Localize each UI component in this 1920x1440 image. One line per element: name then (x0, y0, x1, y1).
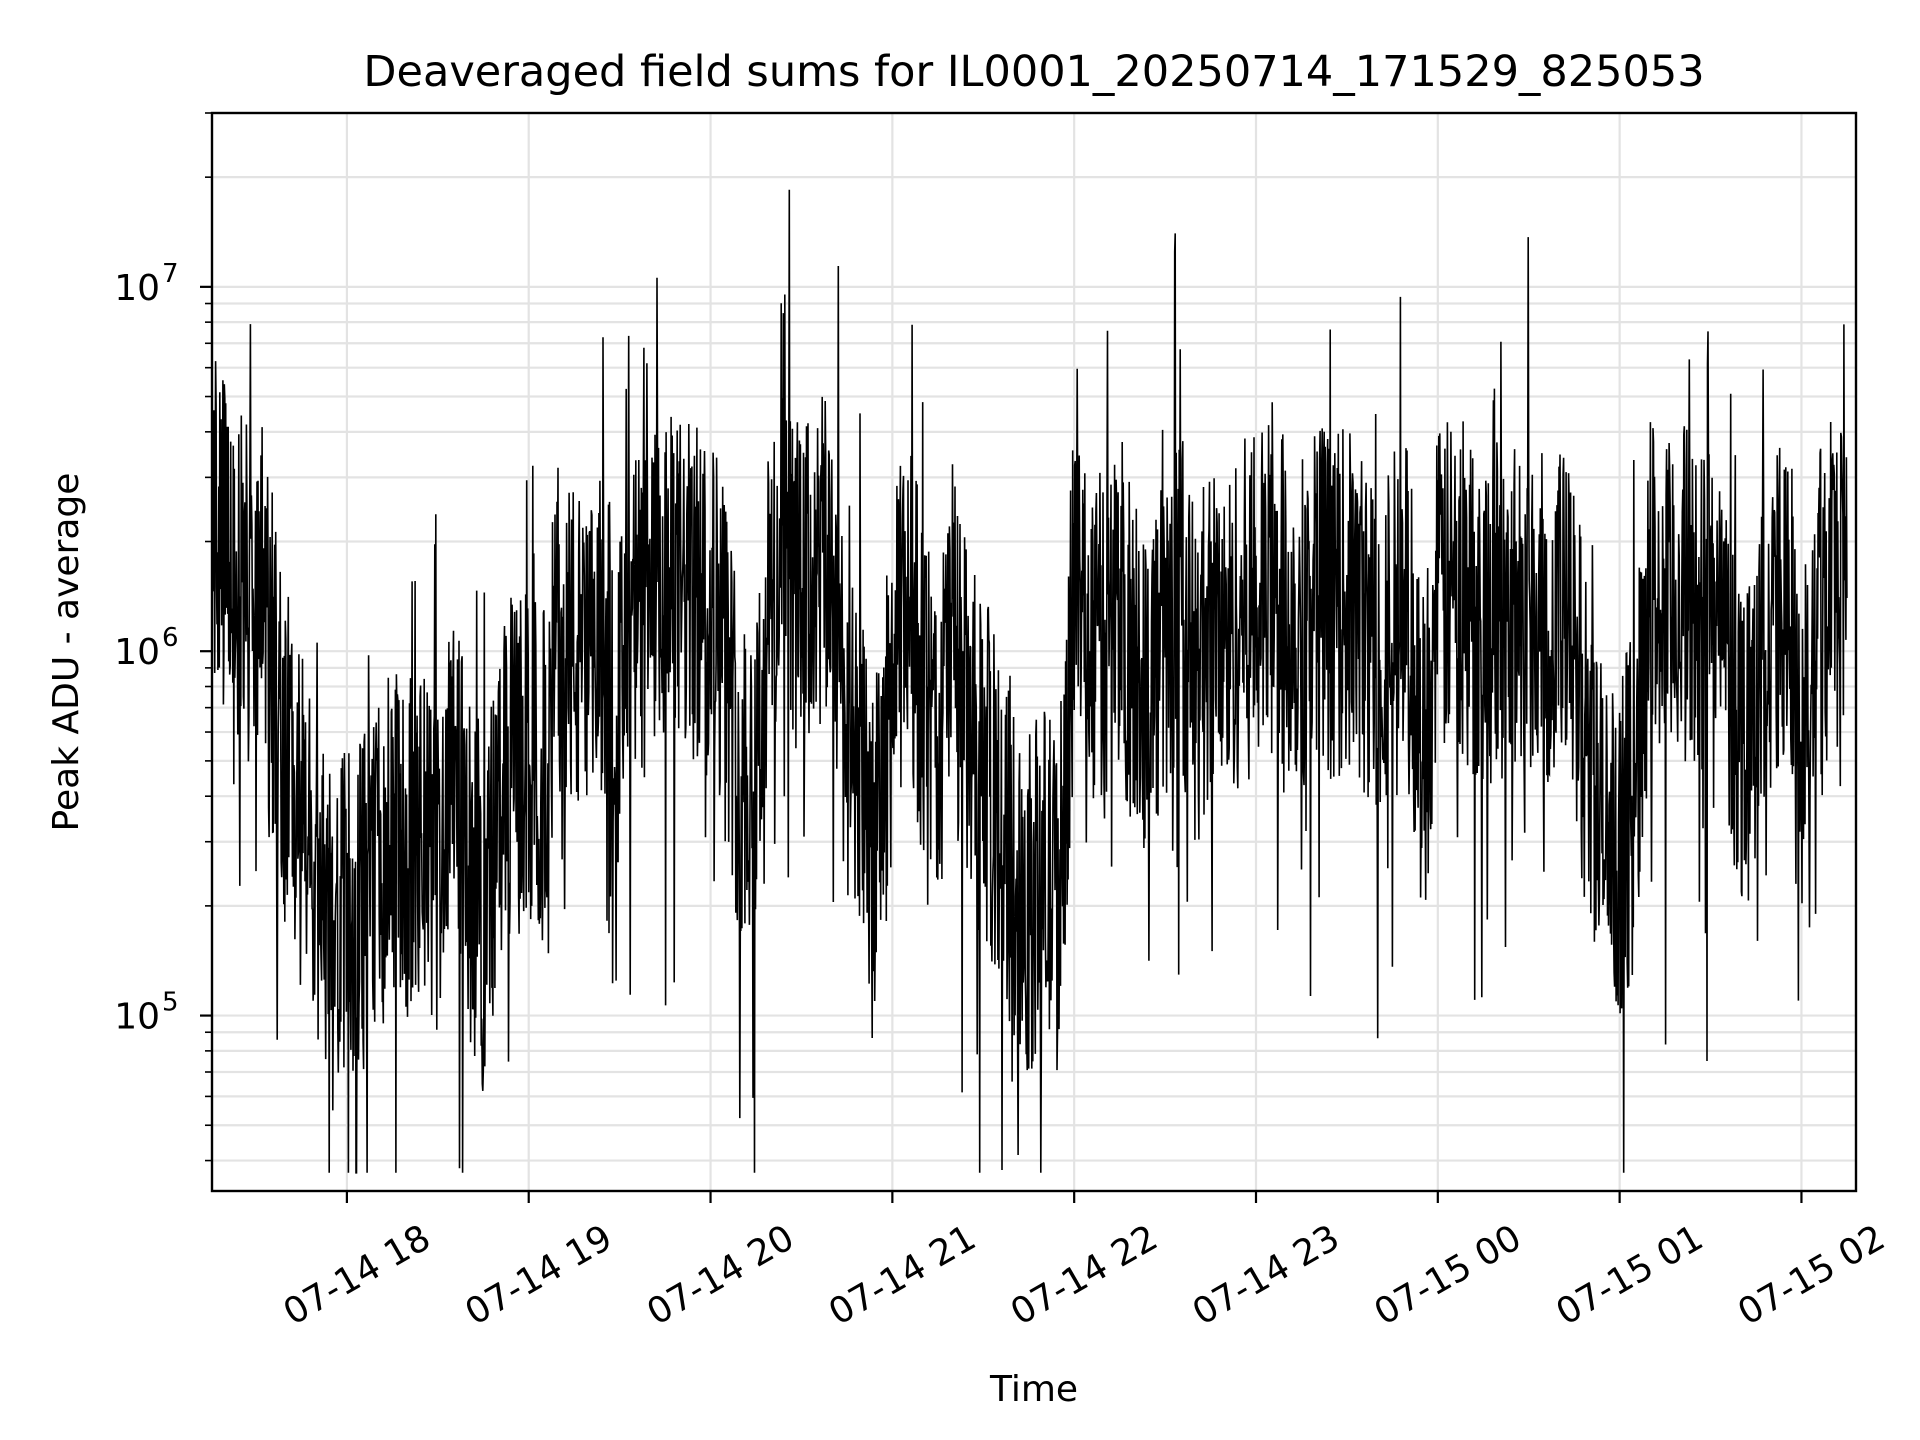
x-tick-label: 07-14 22 (1004, 1217, 1165, 1333)
x-tick-label: 07-14 19 (459, 1217, 620, 1333)
x-tick-label: 07-15 00 (1368, 1217, 1529, 1333)
x-tick-label: 07-14 23 (1186, 1217, 1347, 1333)
y-tick-exponent: 5 (162, 988, 179, 1018)
x-axis-label: Time (989, 1369, 1078, 1410)
x-tick-label: 07-14 20 (640, 1217, 801, 1333)
x-tick-label: 07-15 01 (1549, 1217, 1710, 1333)
y-tick-exponent: 6 (162, 623, 179, 653)
x-tick-label: 07-14 21 (822, 1217, 983, 1333)
x-tick-label: 07-15 02 (1731, 1217, 1892, 1333)
series-line (211, 189, 1848, 1174)
y-axis-label: Peak ADU - average (46, 473, 87, 832)
y-tick-exponent: 7 (162, 259, 179, 289)
y-tick-label: 10 (114, 997, 160, 1038)
x-tick-label: 07-14 18 (277, 1217, 438, 1333)
chart-title: Deaveraged field sums for IL0001_2025071… (363, 47, 1704, 97)
y-tick-label: 10 (114, 268, 160, 309)
y-tick-label: 10 (114, 632, 160, 673)
